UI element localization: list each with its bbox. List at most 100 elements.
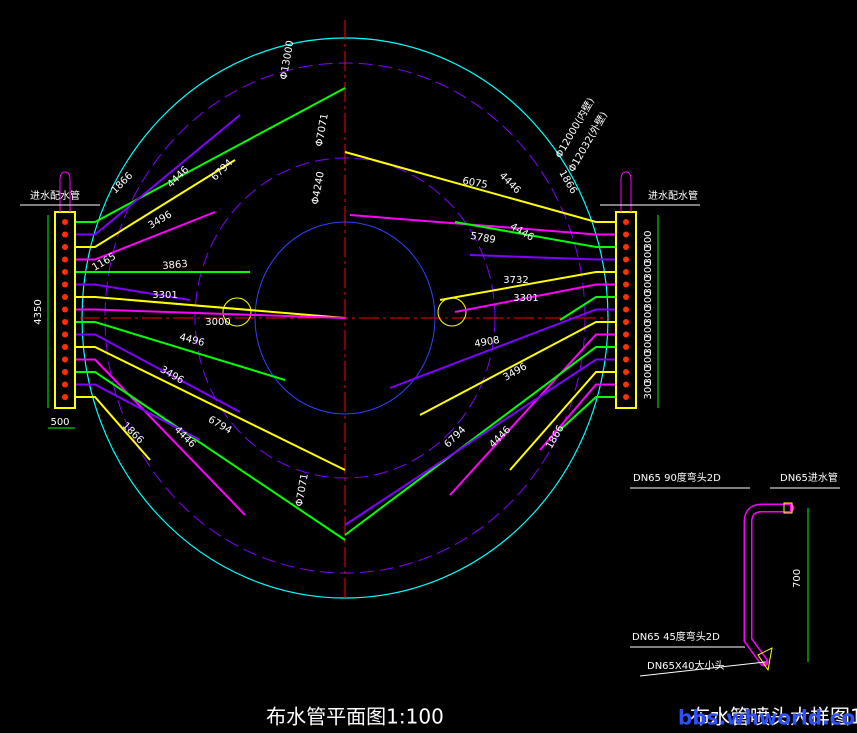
dim-label: 3000: [205, 317, 230, 328]
pipe: [75, 358, 246, 516]
pipe: [75, 371, 346, 541]
dim-label: 3732: [503, 275, 528, 286]
pipe: [559, 296, 616, 321]
pipe: [75, 296, 346, 319]
outlet: [62, 244, 68, 250]
detail-title: 布水管喷头大样图1:20: [690, 705, 857, 729]
spacing-label: 300: [643, 305, 654, 324]
marker: [222, 297, 252, 327]
detail-labels: DN65 90度弯头2D DN65进水管 700 DN65 45度弯头2D DN65X4…: [632, 471, 838, 672]
outlet: [62, 394, 68, 400]
dim-label: 6075: [461, 176, 488, 191]
pipe: [344, 151, 616, 223]
right-inlet: [620, 171, 632, 212]
outlet: [623, 356, 629, 363]
pipe: [419, 321, 616, 416]
dim-label: 4350: [33, 299, 44, 324]
pipe: [75, 383, 201, 441]
spacing-label: 300: [643, 230, 654, 249]
pipe: [75, 396, 151, 461]
outlet: [623, 294, 629, 300]
outlet: [62, 269, 68, 275]
outlet: [62, 319, 68, 325]
pipe: [449, 333, 616, 496]
pipe: [539, 383, 616, 451]
outlet: [62, 369, 68, 375]
outlet: [62, 281, 68, 288]
detail-end: [783, 502, 793, 514]
pipe: [75, 87, 346, 223]
detail-pipe-inner: [745, 505, 790, 664]
pipe: [454, 283, 616, 313]
left-inlet: [59, 171, 71, 212]
outlet: [623, 369, 629, 375]
outlet: [62, 256, 68, 263]
outlet: [62, 219, 68, 225]
pipe: [75, 211, 216, 261]
outlet: [623, 306, 629, 313]
pipe: [75, 321, 286, 381]
detail-label: 700: [792, 569, 803, 588]
left-label: 进水配水管: [30, 189, 80, 202]
outlet: [623, 231, 629, 238]
spacing-label: 300: [643, 260, 654, 279]
pipe: [509, 371, 616, 471]
dim-label: 3863: [162, 259, 188, 272]
right-header: [615, 211, 637, 409]
outlet: [623, 269, 629, 275]
outlet: [623, 319, 629, 325]
dim-label: 3301: [513, 293, 538, 304]
detail-label: DN65 90度弯头2D: [633, 471, 721, 484]
outlet: [623, 244, 629, 250]
pipe: [75, 114, 241, 236]
outlet: [623, 281, 629, 288]
spacing-label: 300: [643, 290, 654, 309]
outlet: [62, 381, 68, 388]
dim-label: 3301: [152, 290, 177, 301]
detail-label: DN65X40大小头: [647, 659, 724, 672]
outlet: [623, 381, 629, 388]
spacing-label: 300: [643, 350, 654, 369]
dim-label: 4908: [474, 335, 501, 350]
outlet: [62, 294, 68, 300]
pipe: [75, 159, 236, 248]
pipe: [469, 254, 616, 261]
pipe: [389, 308, 616, 389]
spacing-label: 300: [643, 335, 654, 354]
pipe: [559, 396, 616, 431]
outlet: [62, 306, 68, 313]
right-label: 进水配水管: [648, 189, 698, 202]
pipe: [439, 271, 616, 301]
outlet: [623, 394, 629, 400]
pipe: [454, 221, 616, 248]
spacing-label: 300: [643, 245, 654, 264]
plan-title: 布水管平面图1:100: [266, 705, 444, 729]
spacing-label: 300: [643, 380, 654, 399]
pipes: [62, 87, 629, 541]
spacing-label: 300: [643, 275, 654, 294]
pipe: [75, 333, 241, 413]
dim-label: 500: [50, 417, 69, 428]
outlet: [62, 356, 68, 363]
left-header: [54, 211, 76, 409]
outlet: [623, 344, 629, 350]
pipe: [349, 214, 616, 236]
outlet: [62, 331, 68, 338]
pipe: [75, 283, 191, 301]
detail-label: DN65 45度弯头2D: [632, 630, 720, 643]
outlet: [623, 219, 629, 225]
detail-label: DN65进水管: [780, 471, 838, 484]
outlet: [623, 331, 629, 338]
pipe: [344, 346, 616, 536]
pipe: [344, 358, 616, 526]
spacing-label: 300: [643, 365, 654, 384]
watermark: bbs.whworld.com: [678, 706, 857, 730]
outlet: [623, 256, 629, 263]
dim-label: 5789: [469, 231, 496, 246]
leader: [639, 661, 766, 677]
spacing-label: 300: [643, 320, 654, 339]
outlet: [62, 344, 68, 350]
outlet: [62, 231, 68, 238]
